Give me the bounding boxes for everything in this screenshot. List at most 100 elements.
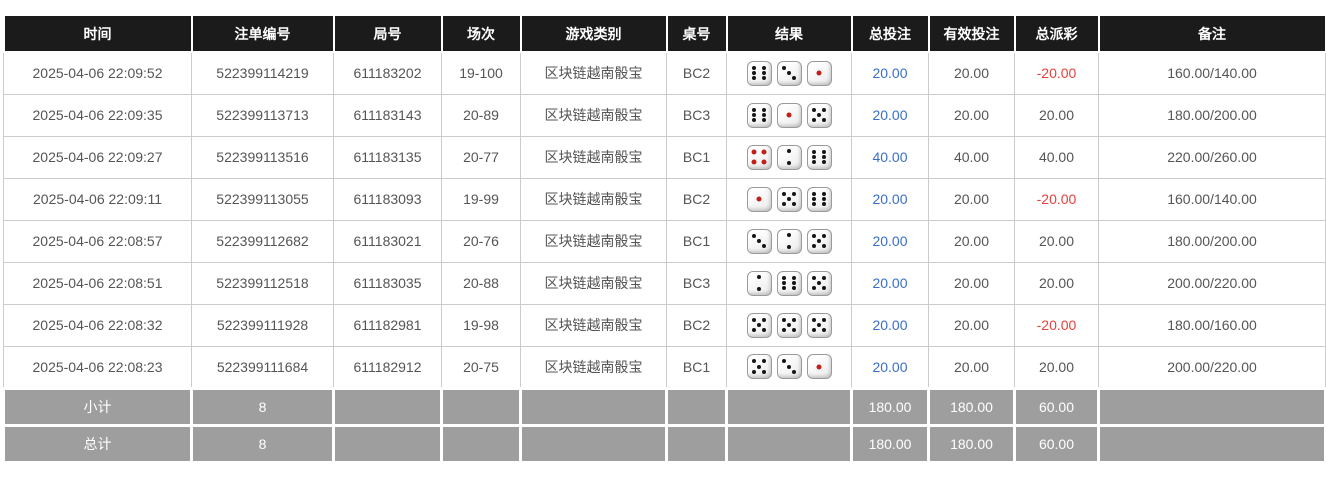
subtotal-payout: 60.00 [1013,386,1100,427]
die-pip [811,191,816,196]
die-pip [757,323,761,327]
die-2-icon [776,228,802,254]
remark-cell: 160.00/140.00 [1098,51,1326,95]
die-pip [811,149,816,154]
total-bet-cell[interactable]: 20.00 [851,219,929,263]
col-header-table-no: 桌号 [665,14,728,53]
valid-bet-cell: 20.00 [928,93,1015,137]
total-bet-cell[interactable]: 40.00 [851,135,929,179]
payout-cell: -20.00 [1014,51,1099,95]
payout-cell: -20.00 [1014,303,1099,347]
die-pip [787,364,791,369]
total-bet-cell[interactable]: 20.00 [851,261,929,305]
die-pip [757,275,761,280]
die-pip [762,317,767,322]
die-pip [822,191,827,196]
total-bet-cell[interactable]: 20.00 [851,345,929,389]
dice-group [731,312,847,338]
die-pip [816,70,822,76]
die-pip [822,107,827,112]
grand-total-row: 总计 8 180.00 180.00 60.00 [2,423,1326,464]
bet-history-table: 时间 注单编号 局号 场次 游戏类别 桌号 结果 总投注 有效投注 总派彩 备注… [2,14,1326,464]
subtotal-valid-bet: 180.00 [927,386,1016,427]
session-cell: 20-75 [441,345,521,389]
valid-bet-cell: 20.00 [928,345,1015,389]
die-pip [811,107,816,112]
table-row: 2025-04-06 22:09:11 522399113055 6111830… [3,177,1326,221]
die-pip [822,118,827,123]
die-2-icon [776,144,802,170]
subtotal-empty-remark [1097,386,1326,427]
grand-total-payout: 60.00 [1013,423,1100,464]
game-type-cell: 区块链越南骰宝 [520,303,667,347]
result-dice-cell [726,93,852,137]
total-bet-cell[interactable]: 20.00 [851,93,929,137]
bet-id-cell: 522399113516 [191,135,334,179]
die-pip [822,160,827,165]
die-pip [811,317,816,322]
die-pip [751,369,756,374]
session-cell: 19-99 [441,177,521,221]
session-cell: 20-89 [441,93,521,137]
die-pip [817,113,821,117]
die-pip [781,286,786,291]
col-header-payout: 总派彩 [1013,14,1100,53]
round-id-cell: 611183143 [333,93,442,137]
die-pip [792,317,797,322]
total-bet-cell[interactable]: 20.00 [851,303,929,347]
die-3-icon [776,354,802,379]
session-cell: 20-77 [441,135,521,179]
bet-id-cell: 522399111684 [191,345,334,389]
die-pip [781,317,786,322]
die-pip [822,328,827,333]
die-5-icon [746,354,772,379]
payout-cell: 20.00 [1014,93,1099,137]
subtotal-label: 小计 [2,386,193,427]
dice-group [731,60,847,86]
valid-bet-cell: 20.00 [928,261,1015,305]
round-id-cell: 611183135 [333,135,442,179]
game-type-cell: 区块链越南骰宝 [520,261,667,305]
die-pip [811,197,816,201]
die-pip [822,202,827,207]
valid-bet-cell: 20.00 [928,51,1015,95]
dice-group [731,144,847,170]
game-type-cell: 区块链越南骰宝 [520,51,667,95]
die-pip [792,202,797,207]
col-header-total-bet: 总投注 [850,14,930,53]
die-pip [761,149,767,155]
die-pip [751,71,756,76]
game-type-cell: 区块链越南骰宝 [520,177,667,221]
session-cell: 20-88 [441,261,521,305]
session-cell: 19-98 [441,303,521,347]
table-no-cell: BC3 [666,93,727,137]
die-2-icon [746,270,772,296]
game-type-cell: 区块链越南骰宝 [520,135,667,179]
die-5-icon [746,312,772,338]
time-cell: 2025-04-06 22:08:23 [3,345,192,389]
time-cell: 2025-04-06 22:08:57 [3,219,192,263]
die-6-icon [746,102,772,128]
col-header-round-id: 局号 [332,14,443,53]
die-pip [811,275,816,280]
col-header-game-type: 游戏类别 [519,14,668,53]
header-row: 时间 注单编号 局号 场次 游戏类别 桌号 结果 总投注 有效投注 总派彩 备注 [2,14,1326,53]
session-cell: 20-76 [441,219,521,263]
subtotal-empty-game [519,386,668,427]
die-pip [781,359,786,364]
grand-total-empty-round [332,423,443,464]
subtotal-empty-round [332,386,443,427]
table-no-cell: BC1 [666,345,727,389]
total-bet-cell[interactable]: 20.00 [851,177,929,221]
col-header-time: 时间 [2,14,193,53]
die-pip [822,149,827,154]
subtotal-count: 8 [190,386,335,427]
grand-total-label: 总计 [2,423,193,464]
time-cell: 2025-04-06 22:08:51 [3,261,192,305]
grand-total-total-bet: 180.00 [850,423,930,464]
die-pip [817,281,821,285]
time-cell: 2025-04-06 22:09:35 [3,93,192,137]
die-pip [762,66,767,71]
total-bet-cell[interactable]: 20.00 [851,51,929,95]
die-pip [762,76,767,81]
